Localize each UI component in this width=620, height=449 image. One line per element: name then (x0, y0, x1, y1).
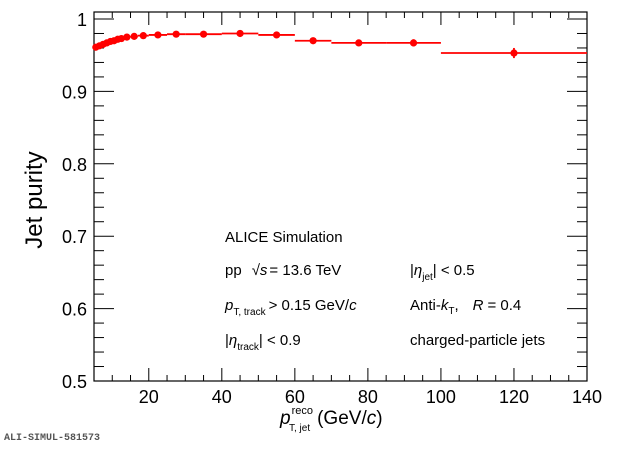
track-pt-c: c (349, 297, 357, 314)
marker (309, 37, 317, 45)
data-point (123, 33, 131, 41)
jet-eta-cut: | < 0.5 (433, 262, 475, 279)
x-label-sub: T, jet (289, 423, 310, 434)
radius-symbol: R (473, 297, 484, 314)
x-label-sup: reco (292, 405, 313, 417)
data-point (221, 29, 259, 38)
data-point (386, 39, 441, 47)
data-point (258, 31, 295, 39)
data-point (148, 31, 168, 39)
y-tick-label: 0.7 (62, 227, 87, 247)
marker (199, 30, 208, 38)
data-point (137, 32, 149, 40)
track-eta-symbol: η (229, 332, 237, 349)
algo-k: k (441, 297, 450, 314)
marker (272, 31, 281, 39)
x-label-symbol: p (279, 408, 291, 429)
data-series (92, 29, 587, 59)
marker (236, 29, 244, 38)
annotation-experiment: ALICE Simulation (225, 229, 343, 246)
x-tick-label: 40 (212, 387, 232, 407)
tick-labels: 20 40 60 80 100 120 140 0.5 0.6 0.7 0.8 0.9 1 (62, 10, 602, 407)
algo-comma: , (454, 297, 458, 314)
x-tick-label: 100 (426, 387, 456, 407)
x-tick-label: 20 (139, 387, 159, 407)
marker (172, 30, 180, 38)
y-tick-label: 0.5 (62, 372, 87, 392)
y-tick-label: 0.6 (62, 300, 87, 320)
marker (139, 32, 147, 40)
data-point (440, 47, 587, 59)
x-label-unit-open: (GeV/ (317, 408, 367, 429)
track-eta-cut: | < 0.9 (259, 332, 301, 349)
marker (409, 39, 418, 47)
data-point (331, 39, 387, 47)
annotation-sqrt-s: √s (252, 262, 268, 279)
data-point (185, 30, 222, 38)
annotation-jet-eta: |ηjet| < 0.5 (410, 262, 475, 283)
marker (510, 49, 518, 57)
y-tick-label: 0.9 (62, 82, 87, 102)
marker (130, 32, 138, 40)
track-pt-symbol: p (224, 297, 233, 314)
x-label-unit-c: c (367, 408, 377, 429)
y-tick-label: 0.8 (62, 155, 87, 175)
algo-sub: T (448, 306, 454, 317)
track-pt-sub: T, track (233, 307, 266, 318)
x-tick-label: 120 (499, 387, 529, 407)
y-tick-label: 1 (77, 10, 87, 30)
data-point (117, 34, 125, 43)
x-label-unit-close: ) (376, 408, 382, 429)
track-eta-sub: track (237, 342, 260, 353)
jet-eta-open: | (410, 262, 414, 279)
annotation-jet-type: charged-particle jets (410, 332, 545, 349)
x-tick-label: 140 (572, 387, 602, 407)
annotation-track-eta: |ηtrack| < 0.9 (225, 332, 301, 353)
annotation-energy: = 13.6 TeV (269, 262, 341, 279)
algo-prefix: Anti- (410, 297, 441, 314)
jet-eta-symbol: η (414, 262, 422, 279)
marker (355, 39, 363, 47)
axes-frame (93, 11, 588, 382)
annotation-system: pp √s = 13.6 TeV (225, 262, 341, 279)
x-tick-label: 60 (285, 387, 305, 407)
annotation-system-pp: pp (225, 262, 242, 279)
data-point (130, 32, 138, 40)
marker (117, 34, 125, 43)
data-point (294, 37, 332, 45)
marker (154, 31, 162, 39)
annotation-track-pt: pT, track > 0.15 GeV/c (224, 297, 357, 318)
figure-identifier: ALI-SIMUL-581573 (4, 433, 101, 444)
y-axis-label: Jet purity (21, 151, 48, 248)
track-eta-open: | (225, 332, 229, 349)
x-tick-label: 80 (358, 387, 378, 407)
marker (123, 33, 131, 41)
data-point (167, 30, 186, 38)
radius-value: = 0.4 (487, 297, 521, 314)
axis-ticks (93, 12, 588, 382)
x-axis-label: preco T, jet (GeV/c) (279, 405, 383, 434)
jet-eta-sub: jet (421, 272, 433, 283)
annotation-algorithm: Anti-kT, R = 0.4 (410, 297, 521, 317)
plot-frame (93, 11, 588, 382)
track-pt-cut: > 0.15 GeV/ (269, 297, 350, 314)
